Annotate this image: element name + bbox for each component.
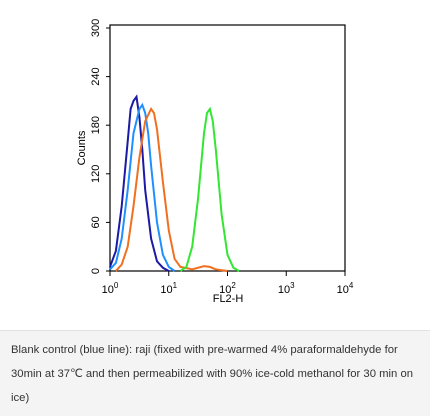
y-tick-label: 0 — [90, 268, 102, 274]
x-tick-label: 101 — [160, 281, 177, 296]
caption: Blank control (blue line): raji (fixed w… — [0, 330, 430, 416]
y-axis-label: Counts — [76, 130, 88, 165]
x-tick-base: 10 — [219, 284, 231, 296]
y-tick-label: 60 — [90, 216, 102, 228]
y-tick-label: 240 — [90, 67, 102, 85]
histogram-line — [109, 102, 176, 272]
x-axis-label: FL2-H — [213, 293, 244, 305]
x-tick-label: 100 — [102, 281, 119, 296]
histogram-line — [179, 106, 240, 272]
x-tick-label: 103 — [278, 281, 295, 296]
histogram-line — [109, 94, 170, 272]
y-tick-label: 180 — [90, 116, 102, 134]
x-tick-exp: 0 — [114, 281, 119, 290]
x-tick-base: 10 — [278, 284, 290, 296]
y-tick-label: 120 — [90, 165, 102, 183]
x-tick-label: 104 — [337, 281, 354, 296]
x-tick-exp: 4 — [349, 281, 354, 290]
x-tick-exp: 3 — [290, 281, 295, 290]
x-tick-exp: 2 — [231, 281, 236, 290]
x-tick-label: 102 — [219, 281, 236, 296]
x-tick-base: 10 — [102, 284, 114, 296]
x-tick-exp: 1 — [173, 281, 178, 290]
histogram-line — [115, 107, 228, 272]
x-tick-base: 10 — [160, 284, 172, 296]
x-tick-base: 10 — [337, 284, 349, 296]
y-tick-label: 300 — [90, 19, 102, 37]
